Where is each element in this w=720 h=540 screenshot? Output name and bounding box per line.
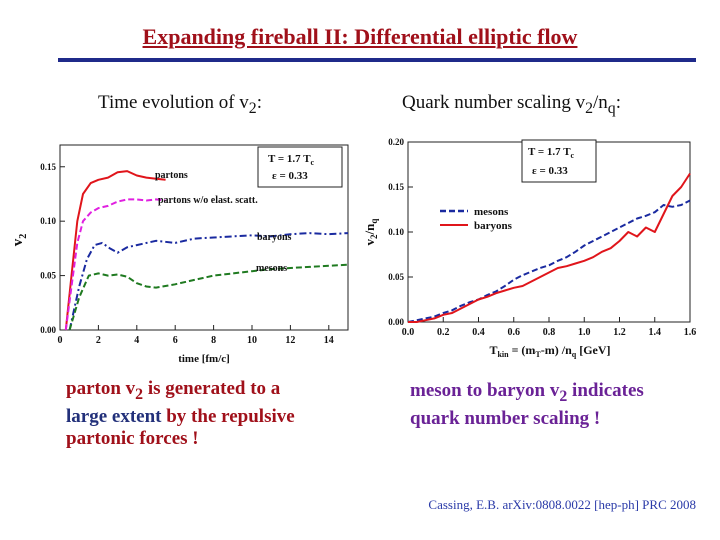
legend-box: T = 1.7 Tc ε = 0.33 [521,139,597,183]
series-label-partons-wo-elast: partons w/o elast. scatt. [158,195,258,206]
x-tick-label: 1.4 [649,327,662,338]
series-line-baryons [68,232,349,331]
x-tick-label: 0.0 [402,327,415,338]
y-tick-label: 0.15 [40,162,56,172]
series-label-partons: partons [155,170,188,181]
right-subtitle: Quark number scaling v2/nq: [402,92,621,117]
x-tick-label: 1.0 [578,327,591,338]
x-axis-label: time [fm/c] [178,353,230,365]
y-tick-label: 0.10 [388,227,404,237]
series-legend: mesons baryons [440,206,513,232]
title-underline-rule [58,58,696,62]
plot-frame [59,144,349,331]
x-tick-label: 0.8 [543,327,556,338]
y-tick-label: 0.10 [40,216,56,226]
x-tick-label: 1.2 [613,327,626,338]
citation: Cassing, E.B. arXiv:0808.0022 [hep-ph] P… [428,497,696,512]
y-tick-label: 0.05 [40,271,56,281]
left-subtitle: Time evolution of v2: [98,92,262,117]
x-tick-label: 14 [324,335,334,346]
series-line-mesons [68,263,349,331]
x-tick-label: 8 [211,335,216,346]
right-conclusion-note: meson to baryon v2 indicates quark number… [410,380,644,429]
series-line-baryons [408,172,691,323]
x-axis-label: Tkin = (mT-m) /nq [GeV] [489,343,610,359]
legend-label-mesons: mesons [474,206,509,218]
svg-text:T = 1.7 Tc: T = 1.7 Tc [528,146,575,160]
x-tick-label: 2 [96,335,101,346]
y-tick-label: 0.05 [388,272,404,282]
svg-text:ε = 0.33: ε = 0.33 [272,170,308,182]
series-line-mesons [407,199,691,323]
series-line-partons [64,170,166,331]
y-tick-label: 0.00 [40,325,56,335]
series-label-baryons: baryons [257,232,292,243]
left-conclusion-note: parton v2 is generated to a large extent … [66,378,295,449]
x-tick-label: 0 [58,335,63,346]
legend-label-baryons: baryons [474,220,513,232]
x-tick-label: 4 [134,335,139,346]
x-tick-label: 0.4 [472,327,485,338]
svg-text:ε = 0.33: ε = 0.33 [532,165,568,177]
y-axis-label: v2/nq [362,219,379,246]
y-tick-label: 0.15 [388,182,404,192]
y-tick-label: 0.00 [388,317,404,327]
v2-time-evolution-chart: v2 time [fm/c] 0 2 4 6 8 10 12 14 0.00 0.05 0.10 0.… [10,144,349,365]
x-tick-label: 0.2 [437,327,450,338]
series-label-mesons: mesons [256,263,287,274]
x-tick-label: 10 [247,335,257,346]
quark-scaling-chart: v2/nq Tkin = (mT-m) /nq [GeV] 0.0 0.2 0.4 0… [362,137,697,359]
svg-text:T = 1.7 Tc: T = 1.7 Tc [268,153,315,167]
x-tick-label: 0.6 [508,327,521,338]
x-tick-label: 6 [173,335,178,346]
legend-box: T = 1.7 Tc ε = 0.33 [257,146,343,188]
x-tick-label: 12 [285,335,295,346]
y-axis-label: v2 [10,234,29,247]
series-line-partons-w-o-elast-scatt [64,198,166,331]
slide-title: Expanding fireball II: Differential elli… [142,24,578,49]
y-tick-label: 0.20 [388,137,404,147]
x-tick-label: 1.6 [684,327,697,338]
